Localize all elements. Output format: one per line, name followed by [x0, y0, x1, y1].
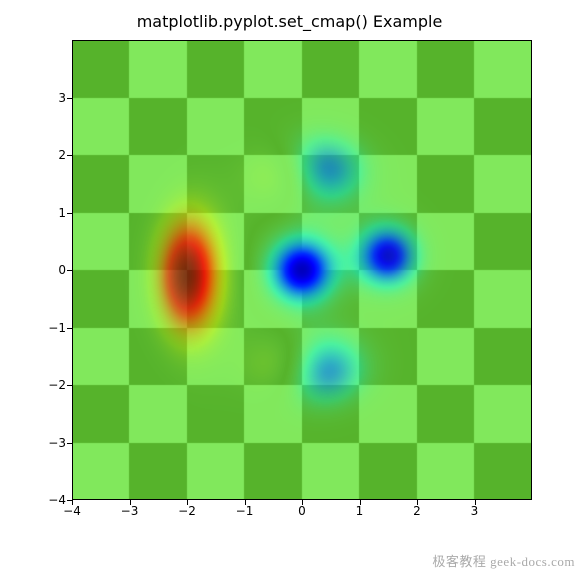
- ytick-mark: [67, 500, 72, 501]
- watermark-text: 极客教程 geek-docs.com: [432, 551, 575, 570]
- xtick-label: 3: [471, 504, 479, 518]
- heatmap-canvas: [72, 40, 532, 500]
- ytick-label: 0: [38, 263, 66, 277]
- ytick-mark: [67, 270, 72, 271]
- ytick-mark: [67, 443, 72, 444]
- figure: matplotlib.pyplot.set_cmap() Example −4 −…: [0, 0, 579, 572]
- ytick-label: 3: [38, 91, 66, 105]
- xtick-label: 1: [356, 504, 364, 518]
- ytick-mark: [67, 213, 72, 214]
- xtick-label: −3: [121, 504, 139, 518]
- chart-title: matplotlib.pyplot.set_cmap() Example: [0, 12, 579, 31]
- xtick-label: −2: [178, 504, 196, 518]
- ytick-label: −3: [38, 436, 66, 450]
- ytick-label: 1: [38, 206, 66, 220]
- ytick-label: −1: [38, 321, 66, 335]
- ytick-mark: [67, 155, 72, 156]
- xtick-label: 0: [298, 504, 306, 518]
- chart-axes: [72, 40, 532, 500]
- ytick-mark: [67, 385, 72, 386]
- ytick-label: 2: [38, 148, 66, 162]
- ytick-label: −4: [38, 493, 66, 507]
- xtick-label: 2: [413, 504, 421, 518]
- ytick-mark: [67, 328, 72, 329]
- ytick-mark: [67, 98, 72, 99]
- xtick-label: −1: [236, 504, 254, 518]
- ytick-label: −2: [38, 378, 66, 392]
